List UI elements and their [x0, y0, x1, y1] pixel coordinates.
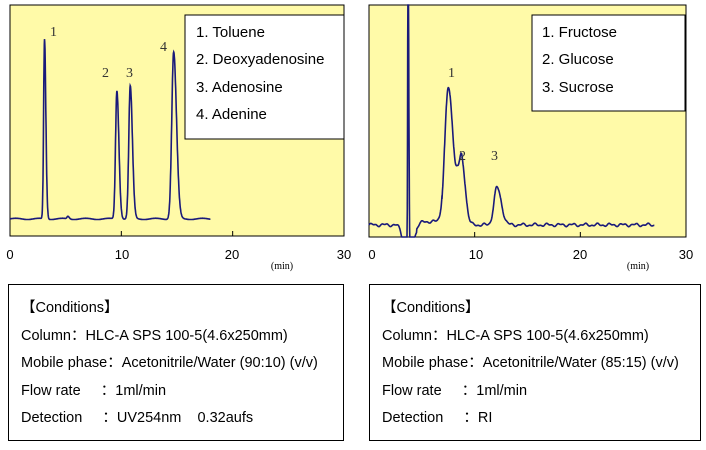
legend-item: 3. Sucrose	[542, 79, 614, 96]
x-tick-label: 30	[337, 247, 351, 262]
peak-label: 3	[491, 149, 498, 164]
x-tick-label: 20	[225, 247, 239, 262]
legend-item: 1. Toluene	[196, 24, 265, 41]
legend-item: 4. Adenine	[196, 106, 267, 123]
peak-label: 3	[126, 66, 133, 81]
peak-label: 2	[459, 149, 466, 164]
peak-label: 2	[102, 66, 109, 81]
x-axis-unit: (min)	[627, 261, 649, 272]
condition-flow-rate: Flow rate ：1ml/min	[21, 382, 167, 399]
legend-item: 2. Glucose	[542, 51, 614, 68]
chromatogram-right: 1 2 3 1. Fructose 2. Glucose 3. Sucrose …	[368, 4, 693, 272]
x-tick-label: 30	[679, 247, 693, 262]
x-axis-unit: (min)	[271, 261, 293, 272]
condition-column: Column：HLC-A SPS 100-5(4.6x250mm)	[382, 327, 649, 344]
legend-item: 3. Adenosine	[196, 79, 283, 96]
chromatograms: 1 2 3 4 1. Toluene 2. Deoxyadenosine 3. …	[6, 4, 693, 272]
conditions-box-left: 【Conditions】 Column：HLC-A SPS 100-5(4.6x…	[8, 284, 344, 441]
condition-mobile-phase: Mobile phase：Acetonitrile/Water (90:10) …	[21, 355, 318, 371]
legend: 1. Toluene 2. Deoxyadenosine 3. Adenosin…	[184, 14, 345, 140]
chromatogram-left: 1 2 3 4 1. Toluene 2. Deoxyadenosine 3. …	[6, 4, 351, 272]
condition-column: Column：HLC-A SPS 100-5(4.6x250mm)	[21, 327, 288, 344]
x-tick-label: 0	[368, 247, 375, 262]
x-tick-label: 0	[6, 247, 13, 262]
conditions-title: 【Conditions】	[382, 300, 480, 316]
peak-label: 4	[160, 40, 167, 55]
condition-flow-rate: Flow rate ：1ml/min	[382, 382, 528, 399]
x-tick-label: 20	[573, 247, 587, 262]
condition-detection: Detection ：UV254nm 0.32aufs	[21, 410, 254, 426]
peak-label: 1	[448, 66, 455, 81]
condition-detection: Detection ：RI	[382, 410, 493, 426]
legend-item: 1. Fructose	[542, 24, 617, 41]
conditions-box-right: 【Conditions】 Column：HLC-A SPS 100-5(4.6x…	[369, 284, 701, 441]
chromatogram-trace	[9, 39, 211, 221]
chromatogram-trace	[368, 4, 655, 238]
x-tick-label: 10	[115, 247, 129, 262]
peak-label: 1	[50, 25, 57, 40]
x-tick-label: 10	[469, 247, 483, 262]
legend: 1. Fructose 2. Glucose 3. Sucrose	[531, 14, 686, 112]
legend-item: 2. Deoxyadenosine	[196, 51, 324, 68]
condition-mobile-phase: Mobile phase：Acetonitrile/Water (85:15) …	[382, 355, 679, 371]
conditions-title: 【Conditions】	[21, 300, 119, 316]
